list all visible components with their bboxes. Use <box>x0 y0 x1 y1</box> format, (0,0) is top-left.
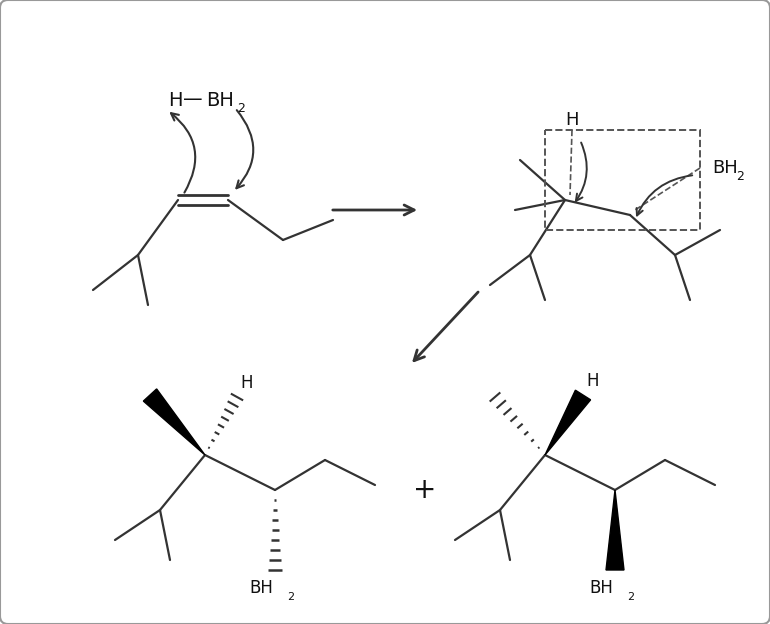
Text: 2: 2 <box>237 102 245 114</box>
Text: H: H <box>587 372 599 390</box>
Text: BH: BH <box>589 579 613 597</box>
Text: H: H <box>168 90 182 109</box>
FancyArrowPatch shape <box>576 142 587 201</box>
Text: 2: 2 <box>736 170 744 182</box>
Text: BH: BH <box>712 159 738 177</box>
FancyArrowPatch shape <box>171 113 196 193</box>
FancyArrowPatch shape <box>236 110 253 188</box>
FancyArrowPatch shape <box>637 175 692 215</box>
Polygon shape <box>606 490 624 570</box>
Text: 2: 2 <box>287 592 294 602</box>
Text: BH: BH <box>249 579 273 597</box>
Text: H: H <box>565 111 579 129</box>
Text: BH: BH <box>206 90 234 109</box>
Text: +: + <box>413 476 437 504</box>
Text: —: — <box>183 90 203 109</box>
Polygon shape <box>143 389 205 455</box>
Polygon shape <box>545 390 591 455</box>
Text: 2: 2 <box>627 592 634 602</box>
Text: H: H <box>241 374 253 392</box>
